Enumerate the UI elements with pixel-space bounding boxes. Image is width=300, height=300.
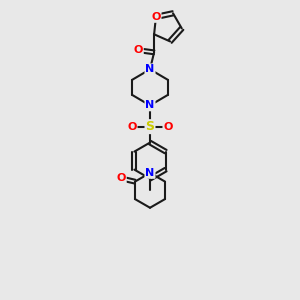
Text: O: O: [127, 122, 136, 132]
Text: N: N: [146, 100, 154, 110]
Text: O: O: [151, 12, 160, 22]
Text: O: O: [164, 122, 173, 132]
Text: O: O: [134, 45, 143, 55]
Text: S: S: [146, 120, 154, 133]
Text: O: O: [116, 173, 126, 183]
Text: N: N: [146, 64, 154, 74]
Text: N: N: [146, 168, 154, 178]
